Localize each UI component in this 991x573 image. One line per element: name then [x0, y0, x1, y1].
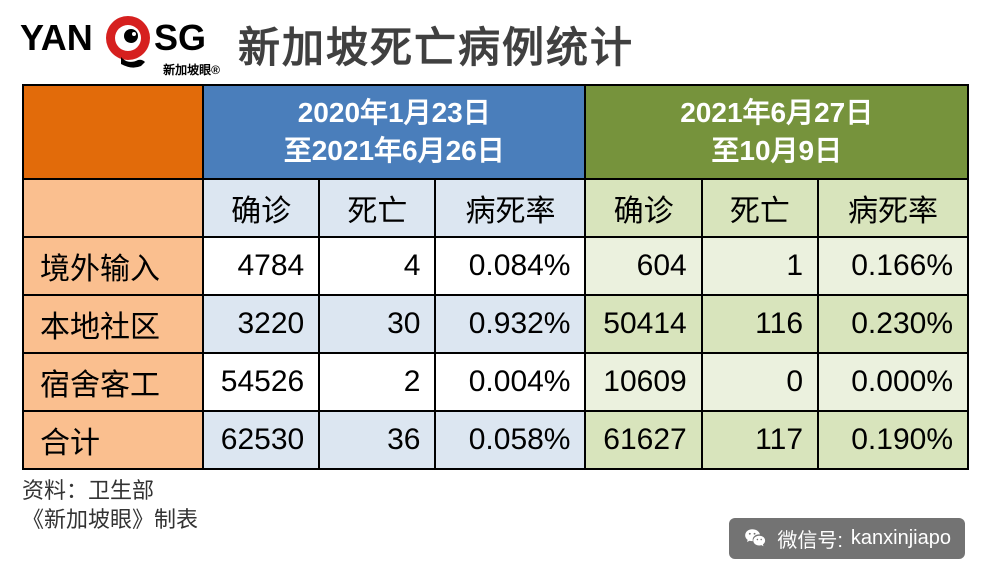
data-cell: 10609 [585, 353, 701, 411]
data-cell: 0 [702, 353, 818, 411]
table-row: 宿舍客工5452620.004%1060900.000% [23, 353, 968, 411]
table-container: 2020年1月23日至2021年6月26日 2021年6月27日至10月9日 确… [0, 84, 991, 470]
period-2-header: 2021年6月27日至10月9日 [585, 85, 968, 179]
period-header-row: 2020年1月23日至2021年6月26日 2021年6月27日至10月9日 [23, 85, 968, 179]
data-cell: 0.190% [818, 411, 968, 469]
logo-text-right: SG [154, 17, 206, 58]
data-cell: 117 [702, 411, 818, 469]
p1-sub-deaths: 死亡 [319, 179, 435, 237]
page-title: 新加坡死亡病例统计 [238, 14, 634, 75]
p2-sub-confirmed: 确诊 [585, 179, 701, 237]
data-cell: 604 [585, 237, 701, 295]
table-row: 合计62530360.058%616271170.190% [23, 411, 968, 469]
table-row: 本地社区3220300.932%504141160.230% [23, 295, 968, 353]
logo: YAN SG 新加坡眼® [20, 12, 220, 76]
data-cell: 54526 [203, 353, 319, 411]
p2-sub-deaths: 死亡 [702, 179, 818, 237]
wechat-prefix: 微信号: [777, 524, 843, 553]
subheader-row: 确诊 死亡 病死率 确诊 死亡 病死率 [23, 179, 968, 237]
p1-sub-confirmed: 确诊 [203, 179, 319, 237]
data-cell: 36 [319, 411, 435, 469]
data-cell: 62530 [203, 411, 319, 469]
data-cell: 1 [702, 237, 818, 295]
row-label: 宿舍客工 [23, 353, 203, 411]
row-label: 本地社区 [23, 295, 203, 353]
data-cell: 50414 [585, 295, 701, 353]
footnote-source: 资料：卫生部 [22, 476, 969, 506]
p1-sub-cfr: 病死率 [435, 179, 585, 237]
header: YAN SG 新加坡眼® 新加坡死亡病例统计 [0, 0, 991, 84]
corner-cell [23, 85, 203, 179]
data-cell: 0.000% [818, 353, 968, 411]
row-label: 境外输入 [23, 237, 203, 295]
data-cell: 116 [702, 295, 818, 353]
stats-table: 2020年1月23日至2021年6月26日 2021年6月27日至10月9日 确… [22, 84, 969, 470]
wechat-icon [743, 526, 769, 552]
wechat-badge: 微信号: kanxinjiapo [729, 518, 965, 559]
data-cell: 4 [319, 237, 435, 295]
subheader-label-cell [23, 179, 203, 237]
logo-text-left: YAN [20, 17, 93, 58]
p2-sub-cfr: 病死率 [818, 179, 968, 237]
wechat-id: kanxinjiapo [851, 527, 951, 550]
period-1-header: 2020年1月23日至2021年6月26日 [203, 85, 585, 179]
data-cell: 4784 [203, 237, 319, 295]
data-cell: 0.004% [435, 353, 585, 411]
table-row: 境外输入478440.084%60410.166% [23, 237, 968, 295]
data-cell: 0.084% [435, 237, 585, 295]
data-cell: 2 [319, 353, 435, 411]
logo-subtitle: 新加坡眼® [163, 61, 220, 78]
data-cell: 0.166% [818, 237, 968, 295]
data-cell: 0.932% [435, 295, 585, 353]
data-cell: 0.230% [818, 295, 968, 353]
data-cell: 30 [319, 295, 435, 353]
data-cell: 0.058% [435, 411, 585, 469]
data-cell: 61627 [585, 411, 701, 469]
data-cell: 3220 [203, 295, 319, 353]
row-label: 合计 [23, 411, 203, 469]
